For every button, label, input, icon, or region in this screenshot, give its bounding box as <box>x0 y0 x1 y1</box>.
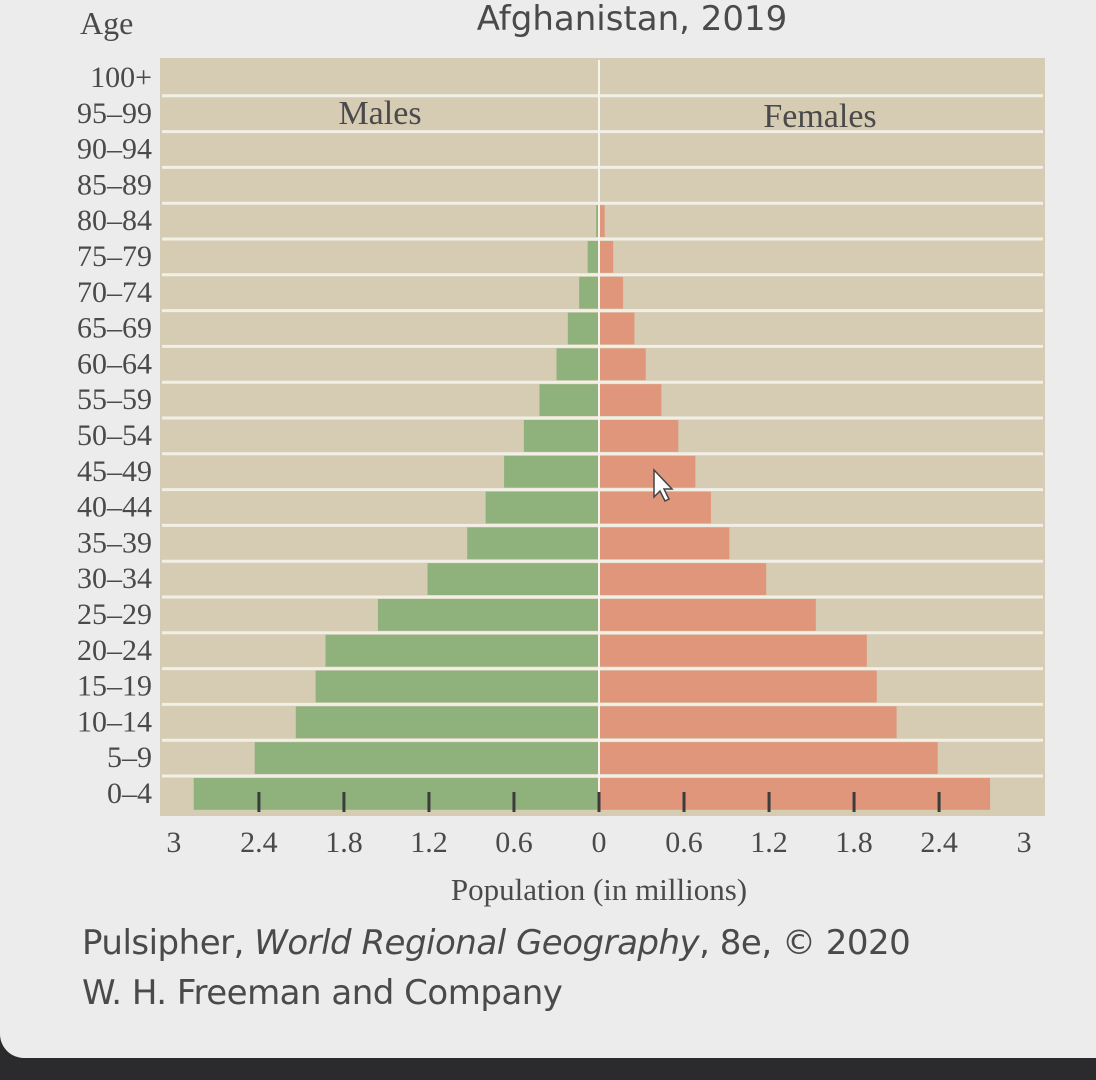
screen-area: 100+ 95–99 90–94 85–89 80–84 75–79 70–74 65–69 6… <box>0 0 1096 1058</box>
x-tick-label: 3 <box>166 826 181 859</box>
age-label-90-94: 90–94 <box>77 133 152 166</box>
age-label-40-44: 40–44 <box>77 491 152 524</box>
bar-male-75-79 <box>587 241 599 273</box>
bar-female-55-59 <box>599 384 662 416</box>
x-tick-label: 0.6 <box>495 826 533 859</box>
bar-male-60-64 <box>556 348 599 381</box>
age-label-70-74: 70–74 <box>77 276 152 309</box>
bar-male-40-44 <box>485 491 599 524</box>
bar-male-5-9 <box>254 742 599 774</box>
bar-female-20-24 <box>599 634 867 667</box>
population-pyramid-chart: 100+95–9990–9485–8980–8475–7970–7465–696… <box>77 0 1045 907</box>
age-label-50-54: 50–54 <box>77 419 152 452</box>
caption-author: Pulsipher, <box>82 923 255 963</box>
bar-male-15-19 <box>315 670 599 703</box>
caption-line-1: Pulsipher, World Regional Geography, 8e,… <box>82 918 1062 968</box>
age-label-85-89: 85–89 <box>77 168 152 201</box>
bar-female-75-79 <box>599 241 614 273</box>
bar-female-45-49 <box>599 455 696 488</box>
bar-male-10-14 <box>295 706 599 739</box>
age-label-65-69: 65–69 <box>77 312 152 345</box>
bar-male-25-29 <box>377 599 599 631</box>
bar-male-70-74 <box>579 276 599 309</box>
bar-female-10-14 <box>599 706 897 739</box>
bar-female-70-74 <box>599 276 624 309</box>
y-axis-title: Age <box>80 5 133 41</box>
age-label-25-29: 25–29 <box>77 598 152 631</box>
x-tick-label: 1.8 <box>835 826 873 859</box>
bar-female-15-19 <box>599 670 877 703</box>
bar-female-25-29 <box>599 599 816 631</box>
age-label-80-84: 80–84 <box>77 204 152 237</box>
x-tick-label: 2.4 <box>240 826 278 859</box>
caption-edition: , 8e, © 2020 <box>699 923 911 963</box>
bar-male-35-39 <box>467 527 599 560</box>
caption-publisher: W. H. Freeman and Company <box>82 973 563 1013</box>
bar-female-80-84 <box>599 205 605 237</box>
bar-female-5-9 <box>599 742 938 774</box>
males-label: Males <box>338 95 421 132</box>
bar-female-60-64 <box>599 348 646 381</box>
x-tick-label: 0.6 <box>665 826 703 859</box>
bar-female-40-44 <box>599 491 711 524</box>
bar-male-55-59 <box>539 384 599 416</box>
age-label-60-64: 60–64 <box>77 347 152 380</box>
bar-female-65-69 <box>599 312 635 345</box>
age-label-35-39: 35–39 <box>77 526 152 559</box>
age-label-45-49: 45–49 <box>77 455 152 488</box>
bar-male-45-49 <box>504 455 599 488</box>
x-axis-title: Population (in millions) <box>451 872 747 907</box>
bar-male-65-69 <box>567 312 599 345</box>
chart-title: Afghanistan, 2019 <box>477 0 788 39</box>
age-label-5-9: 5–9 <box>107 741 152 774</box>
x-tick-label: 1.2 <box>750 826 788 859</box>
bar-male-30-34 <box>427 563 599 595</box>
caption-book-title: World Regional Geography <box>254 923 700 963</box>
age-label-10-14: 10–14 <box>77 705 152 738</box>
females-label: Females <box>763 98 876 135</box>
x-tick-label: 1.8 <box>325 826 363 859</box>
bar-male-50-54 <box>523 420 599 452</box>
bar-male-20-24 <box>325 634 599 667</box>
bar-female-0-4 <box>599 778 991 810</box>
bar-female-35-39 <box>599 527 730 560</box>
x-tick-label: 0 <box>592 826 607 859</box>
bar-female-30-34 <box>599 563 767 595</box>
age-label-95-99: 95–99 <box>77 97 152 130</box>
age-label-100: 100+ <box>90 61 152 94</box>
age-label-0-4: 0–4 <box>107 777 152 810</box>
age-label-15-19: 15–19 <box>77 670 152 703</box>
x-tick-label: 1.2 <box>410 826 448 859</box>
bar-female-50-54 <box>599 420 679 452</box>
x-tick-label: 2.4 <box>920 826 958 859</box>
age-label-75-79: 75–79 <box>77 240 152 273</box>
bar-male-80-84 <box>596 205 599 237</box>
age-label-55-59: 55–59 <box>77 383 152 416</box>
source-caption: Pulsipher, World Regional Geography, 8e,… <box>82 918 1062 1018</box>
x-tick-label: 3 <box>1017 826 1032 859</box>
bar-male-0-4 <box>193 778 599 810</box>
age-label-30-34: 30–34 <box>77 562 152 595</box>
age-label-20-24: 20–24 <box>77 634 152 667</box>
